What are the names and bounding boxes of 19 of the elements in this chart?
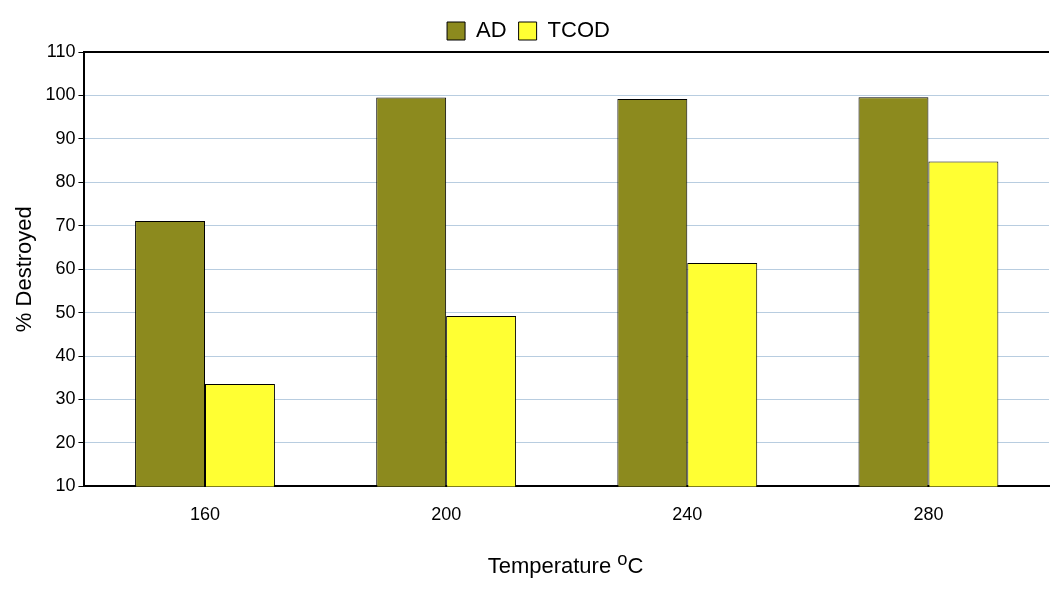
y-tick-label: 100 (45, 84, 76, 105)
y-tick-label: 20 (55, 431, 76, 452)
legend-label: TCOD (547, 17, 610, 43)
x-tick-label: 240 (672, 504, 703, 525)
y-tick-label: 50 (55, 301, 76, 322)
y-tick-label: 80 (55, 171, 76, 192)
y-tick-label: 90 (55, 127, 76, 148)
y-tick-label: 110 (46, 40, 76, 61)
y-tick-label: 60 (55, 258, 76, 279)
y-tick-label: 30 (55, 388, 76, 409)
y-axis-title: % Destroyed (11, 206, 37, 333)
x-tick-label: 280 (913, 504, 944, 525)
legend-label: AD (476, 17, 507, 43)
y-tick-label: 10 (55, 475, 76, 496)
x-tick-label: 160 (189, 504, 221, 525)
x-axis-title: Temperature $^{o}$C (486, 548, 645, 580)
x-tick-label: 200 (431, 504, 462, 525)
y-tick-label: 40 (55, 345, 76, 366)
y-tick-label: 70 (55, 214, 76, 235)
